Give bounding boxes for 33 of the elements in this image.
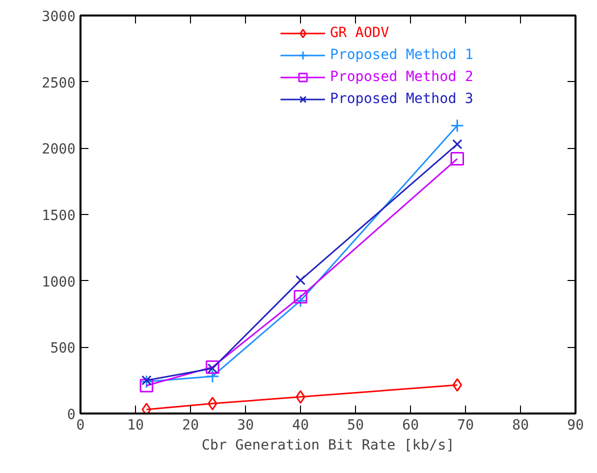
x-tick-label: 50 bbox=[347, 418, 364, 434]
x-tick-label: 20 bbox=[182, 418, 199, 434]
point bbox=[140, 378, 154, 392]
point bbox=[450, 152, 464, 166]
point bbox=[296, 390, 306, 404]
x-tick-label: 40 bbox=[292, 418, 309, 434]
point bbox=[452, 139, 462, 150]
x-axis-title: Cbr Generation Bit Rate [kb/s] bbox=[202, 438, 454, 454]
x-tick-label: 70 bbox=[457, 418, 474, 434]
point bbox=[296, 275, 306, 286]
x-tick-label: 90 bbox=[567, 418, 584, 434]
y-tick-label: 2500 bbox=[42, 75, 76, 92]
point bbox=[206, 360, 220, 374]
x-tick-label: 80 bbox=[512, 418, 529, 434]
legend-label: Proposed Method 1 bbox=[330, 46, 474, 65]
y-tick-label: 3000 bbox=[42, 9, 76, 25]
point bbox=[208, 396, 218, 410]
point bbox=[294, 294, 308, 308]
y-tick-label: 1500 bbox=[42, 208, 76, 224]
legend-label: Proposed Method 2 bbox=[330, 68, 474, 87]
y-tick-label: 0 bbox=[67, 407, 76, 423]
x-tick-label: 60 bbox=[402, 418, 419, 434]
point bbox=[294, 290, 308, 304]
legend-label: GR AODV bbox=[330, 24, 390, 43]
point bbox=[140, 374, 154, 388]
legend-label: Proposed Method 3 bbox=[330, 90, 474, 109]
x-tick-label: 10 bbox=[127, 418, 144, 434]
y-tick-label: 500 bbox=[50, 340, 76, 357]
point bbox=[206, 370, 220, 384]
y-tick-label: 1000 bbox=[42, 274, 76, 290]
y-tick-label: 2000 bbox=[42, 142, 76, 158]
point bbox=[450, 118, 464, 132]
x-tick-label: 30 bbox=[237, 418, 254, 434]
